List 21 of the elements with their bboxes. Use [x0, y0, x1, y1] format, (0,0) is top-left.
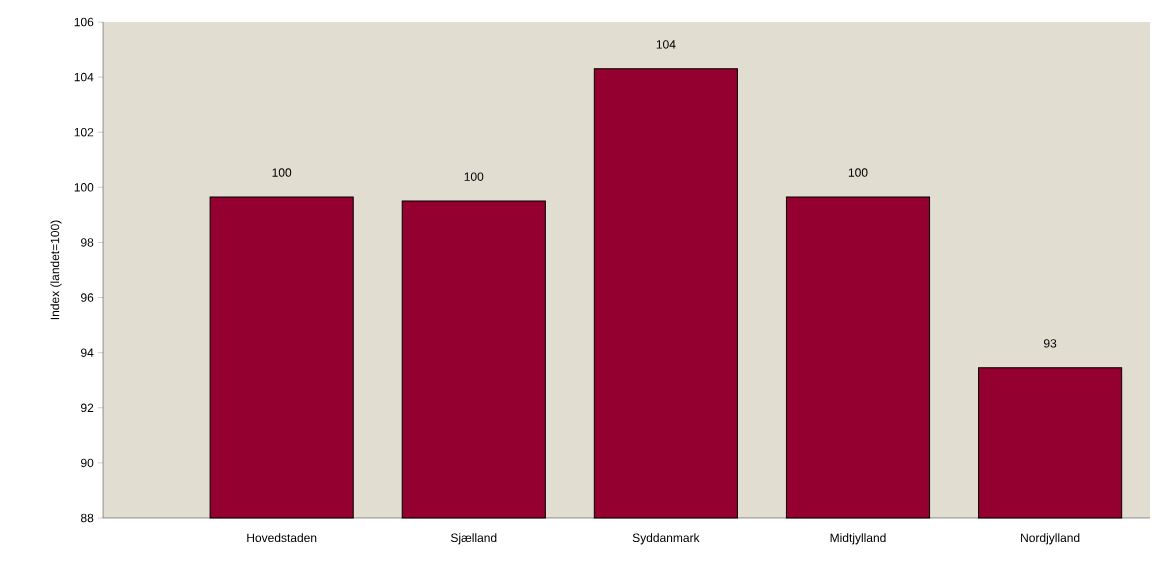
- y-axis-title: Index (landet=100): [50, 220, 62, 320]
- y-tick-label: 88: [80, 513, 94, 523]
- x-tick-label: Midtjylland: [830, 533, 886, 545]
- data-label: 100: [848, 168, 868, 177]
- y-tick-label: 104: [74, 72, 94, 82]
- y-tick-label: 90: [81, 458, 94, 468]
- x-tick-label: Hovedstaden: [247, 533, 317, 543]
- x-tick-label: Sjælland: [450, 533, 497, 545]
- x-tick-label: Syddanmark: [632, 533, 700, 545]
- x-tick-label: Nordjylland: [1021, 533, 1080, 545]
- data-label: 93: [1044, 339, 1057, 348]
- y-tick-label: 98: [81, 238, 94, 247]
- y-tick-label: 100: [74, 183, 94, 192]
- y-tick-label: 102: [74, 127, 94, 137]
- data-label: 100: [464, 172, 484, 181]
- data-label: 104: [656, 40, 676, 49]
- data-label: 100: [272, 168, 292, 177]
- y-tick-label: 96: [81, 293, 94, 302]
- y-tick-label: 92: [81, 403, 94, 413]
- y-tick-label: 106: [74, 17, 94, 27]
- y-tick-label: 94: [81, 348, 94, 357]
